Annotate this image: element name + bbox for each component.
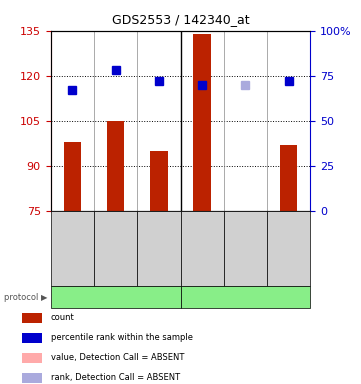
Text: LARK overexpression: LARK overexpression (75, 293, 156, 302)
Bar (280, 145, 297, 211)
Text: GSM148026: GSM148026 (111, 225, 120, 272)
Text: percentile rank within the sample: percentile rank within the sample (51, 333, 192, 343)
Bar (107, 121, 124, 211)
Bar (193, 34, 211, 211)
Text: value, Detection Call = ABSENT: value, Detection Call = ABSENT (51, 353, 184, 362)
Text: GSM148032: GSM148032 (241, 225, 250, 272)
Text: rank, Detection Call = ABSENT: rank, Detection Call = ABSENT (51, 373, 180, 382)
Text: GSM148031: GSM148031 (198, 225, 206, 272)
Text: GDS2553 / 142340_at: GDS2553 / 142340_at (112, 13, 249, 26)
Bar (150, 151, 168, 211)
Bar (64, 142, 81, 211)
Text: protocol ▶: protocol ▶ (4, 293, 47, 302)
Text: GSM148028: GSM148028 (155, 226, 163, 271)
Text: count: count (51, 313, 74, 323)
Text: GSM148016: GSM148016 (68, 225, 77, 272)
Text: GSM148035: GSM148035 (284, 225, 293, 272)
Text: control: control (232, 293, 259, 302)
